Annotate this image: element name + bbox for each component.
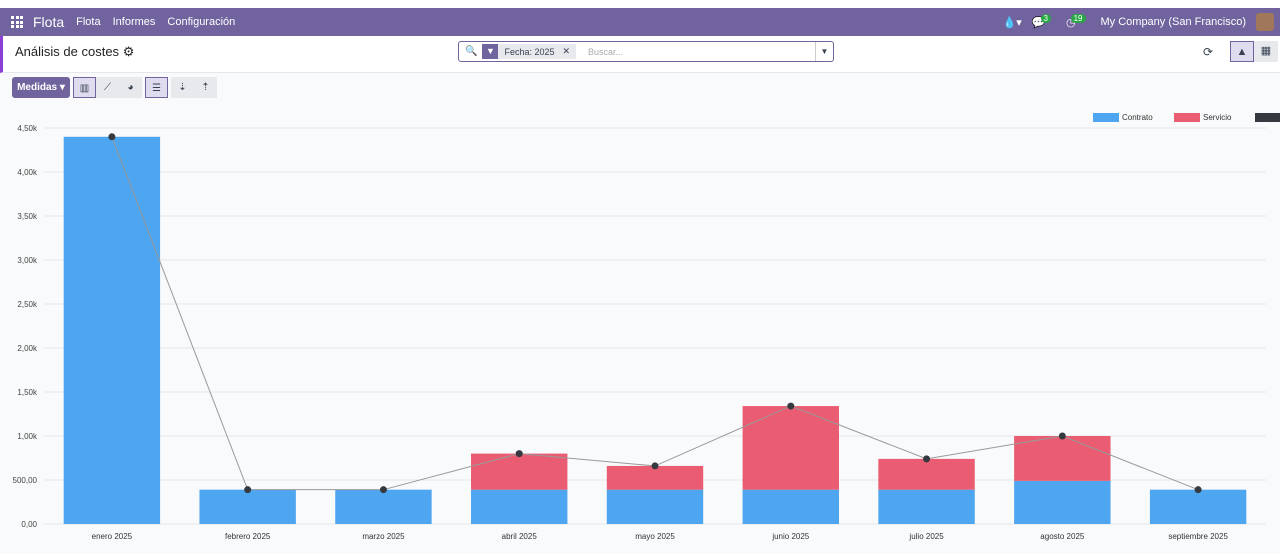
suma-point xyxy=(379,486,387,494)
suma-point xyxy=(1194,486,1202,494)
suma-point xyxy=(1058,432,1066,440)
facet-label: Fecha: 2025 xyxy=(504,46,555,57)
menu-configuracion[interactable]: Configuración xyxy=(167,16,236,28)
top-navbar: Flota Flota Informes Configuración 💧▾ 💬3… xyxy=(0,8,1280,36)
bar-chart: 0,00 500,00 1,00k 1,50k 2,00k 2,50k 3,00k 3,50k… xyxy=(13,113,1280,541)
x-tick-label: abril 2025 xyxy=(502,532,538,541)
page-title: Análisis de costes ⚙ xyxy=(15,44,134,60)
activities-icon[interactable]: ◷19 xyxy=(1066,13,1091,29)
bar-servicio xyxy=(742,406,839,490)
descending-button[interactable]: ⇣ xyxy=(171,77,194,98)
pie-chart-button[interactable]: ◕ xyxy=(119,77,142,98)
bar-contrato xyxy=(335,489,432,524)
gear-icon[interactable]: ⚙ xyxy=(122,44,135,59)
x-tick-label: enero 2025 xyxy=(92,532,133,541)
x-tick-label: junio 2025 xyxy=(771,532,809,541)
graph-view-button[interactable]: ▲ xyxy=(1230,41,1254,62)
bar-contrato xyxy=(742,489,839,524)
x-tick-label: febrero 2025 xyxy=(225,532,271,541)
activities-badge: 19 xyxy=(1070,13,1086,23)
x-tick-label: julio 2025 xyxy=(908,532,944,541)
stacked-button[interactable]: ☰ xyxy=(145,77,168,98)
x-tick-label: marzo 2025 xyxy=(362,532,405,541)
legend-label: Servicio xyxy=(1203,113,1232,122)
y-tick-label: 0,00 xyxy=(21,520,37,529)
y-tick-label: 3,00k xyxy=(17,256,38,265)
debug-drop-icon[interactable]: 💧▾ xyxy=(1002,16,1022,29)
suma-point xyxy=(923,455,931,463)
bar-contrato xyxy=(878,489,975,524)
graph-view: Medidas ▾ ▥ ⟋ ◕ ☰ ⇣ ⇡ 0,00 500,00 1,00k 1,5… xyxy=(0,73,1280,554)
bar-contrato xyxy=(199,489,296,524)
x-tick-label: septiembre 2025 xyxy=(1168,532,1228,541)
measures-button[interactable]: Medidas ▾ xyxy=(12,77,70,98)
apps-menu-icon[interactable] xyxy=(11,16,23,28)
y-tick-label: 1,00k xyxy=(17,432,38,441)
y-tick-label: 1,50k xyxy=(17,388,38,397)
search-bar[interactable]: 🔍 ▼ Fecha: 2025 ✕ Buscar... ▼ xyxy=(458,41,834,62)
bar-servicio xyxy=(471,453,568,490)
bar-servicio xyxy=(878,458,975,490)
x-tick-label: mayo 2025 xyxy=(635,532,675,541)
suma-point xyxy=(244,486,252,494)
bar-contrato xyxy=(63,136,161,525)
bar-contrato xyxy=(606,489,704,524)
legend-swatch xyxy=(1093,113,1119,122)
menu-informes[interactable]: Informes xyxy=(112,16,156,28)
bar-chart-button[interactable]: ▥ xyxy=(73,77,96,98)
search-dropdown-toggle[interactable]: ▼ xyxy=(815,42,833,61)
y-tick-label: 4,00k xyxy=(17,168,38,177)
app-brand[interactable]: Flota xyxy=(33,14,65,30)
bar-contrato xyxy=(1149,489,1247,524)
y-tick-label: 2,00k xyxy=(17,344,38,353)
legend-swatch xyxy=(1174,113,1200,122)
filter-icon: ▼ xyxy=(482,44,499,59)
search-icon: 🔍 xyxy=(465,46,478,57)
suma-point xyxy=(651,462,659,470)
legend-swatch xyxy=(1255,113,1280,122)
menu-flota[interactable]: Flota xyxy=(76,16,101,28)
y-tick-label: 500,00 xyxy=(13,476,38,485)
y-tick-label: 2,50k xyxy=(17,300,38,309)
remove-facet-icon[interactable]: ✕ xyxy=(562,46,571,56)
filter-facet: ▼ Fecha: 2025 ✕ xyxy=(482,44,577,59)
suma-point xyxy=(108,133,116,141)
refresh-icon[interactable]: ⟳ xyxy=(1203,45,1214,59)
company-switcher[interactable]: My Company (San Francisco) xyxy=(1100,16,1247,28)
user-avatar[interactable] xyxy=(1256,13,1274,31)
bar-contrato xyxy=(471,489,568,524)
x-tick-label: agosto 2025 xyxy=(1040,532,1085,541)
suma-point xyxy=(787,402,795,410)
bar-servicio xyxy=(606,465,704,490)
ascending-button[interactable]: ⇡ xyxy=(194,77,217,98)
bar-contrato xyxy=(1014,480,1111,524)
control-panel: Análisis de costes ⚙ 🔍 ▼ Fecha: 2025 ✕ Bus… xyxy=(0,36,1280,73)
measures-label: Medidas xyxy=(17,82,58,93)
pivot-view-button[interactable]: ▦ xyxy=(1254,41,1278,62)
bar-servicio xyxy=(1014,436,1111,481)
legend-label: Contrato xyxy=(1122,113,1153,122)
suma-point xyxy=(515,450,523,458)
y-tick-label: 4,50k xyxy=(17,124,38,133)
messages-badge: 3 xyxy=(1040,13,1051,23)
y-tick-label: 3,50k xyxy=(17,212,38,221)
messages-icon[interactable]: 💬3 xyxy=(1032,13,1056,29)
search-input[interactable]: Buscar... xyxy=(588,46,624,57)
page-title-text: Análisis de costes xyxy=(15,44,120,59)
line-chart-button[interactable]: ⟋ xyxy=(96,77,119,98)
